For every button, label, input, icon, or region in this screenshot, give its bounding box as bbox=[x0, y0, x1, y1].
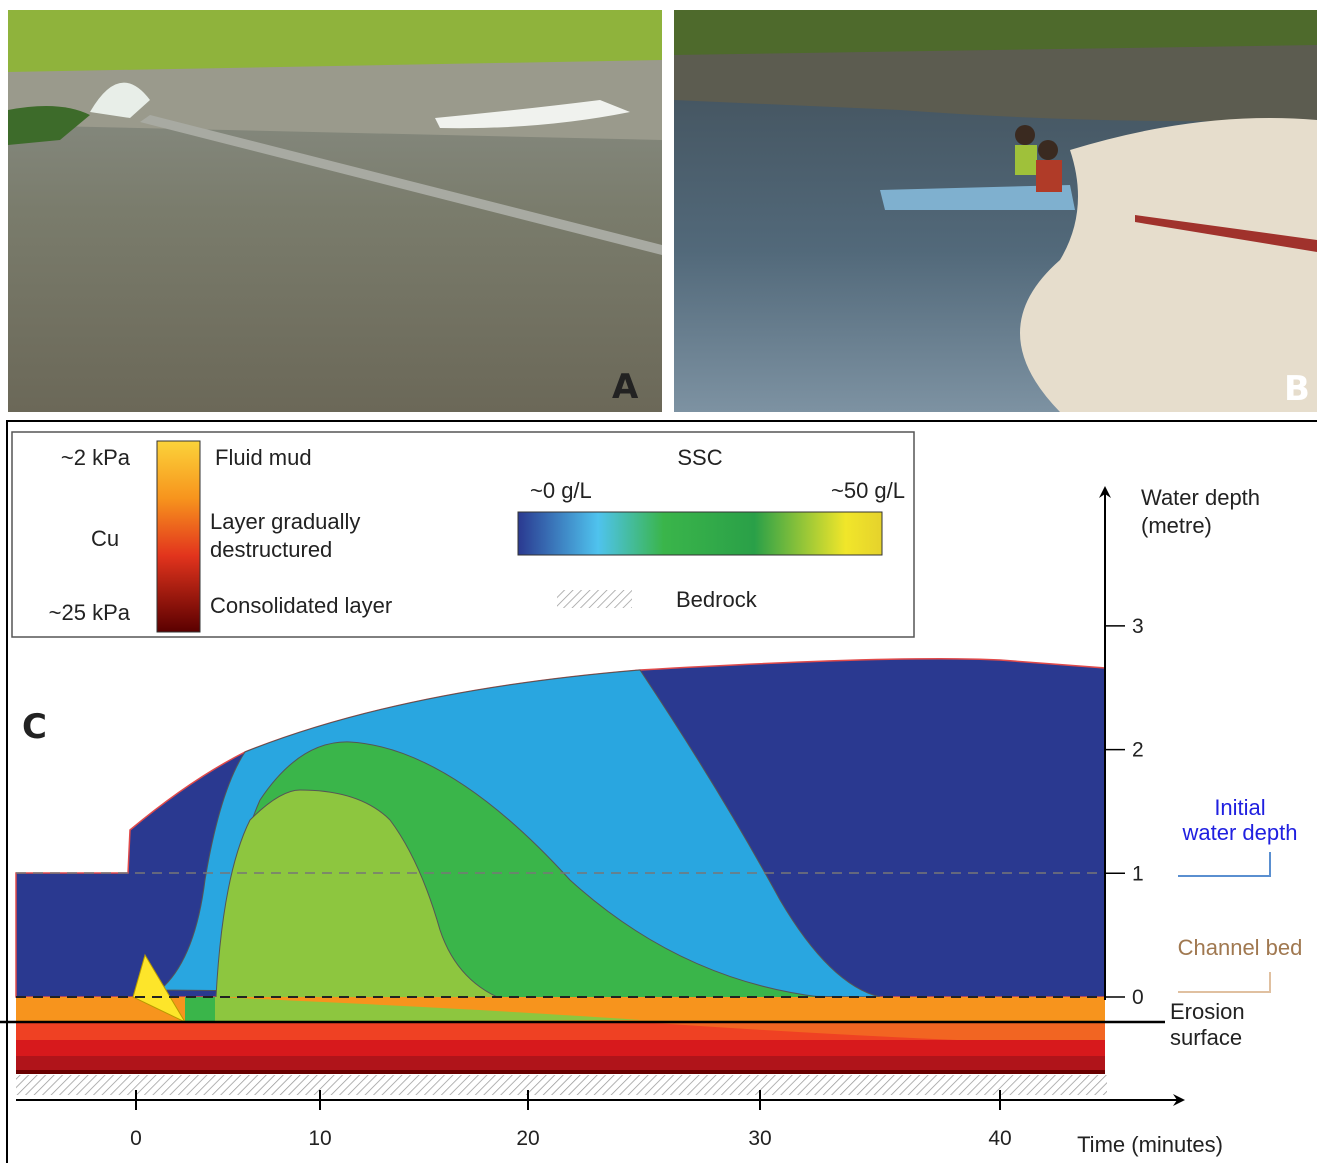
legend-label: ~2 kPa bbox=[61, 445, 131, 470]
legend-label: SSC bbox=[677, 445, 722, 470]
axis-label: Time (minutes) bbox=[1077, 1132, 1223, 1157]
x-tick-label: 0 bbox=[130, 1127, 142, 1150]
axis-label: Water depth bbox=[1141, 485, 1260, 510]
x-tick-label: 30 bbox=[748, 1127, 771, 1150]
cu-colorbar bbox=[156, 440, 201, 633]
diagram-shapes bbox=[0, 658, 1165, 1095]
annotation: Erosion bbox=[1170, 999, 1245, 1024]
panel-label: C bbox=[22, 707, 47, 747]
legend-label: Layer gradually bbox=[210, 509, 360, 534]
legend-label: Fluid mud bbox=[215, 445, 312, 470]
annotation: water depth bbox=[1182, 820, 1298, 845]
y-tick-label: 3 bbox=[1132, 615, 1144, 638]
legend-label: ~25 kPa bbox=[49, 600, 131, 625]
legend-label: Bedrock bbox=[676, 587, 758, 612]
annotation: Initial bbox=[1214, 795, 1265, 820]
ssc-colorbar bbox=[517, 511, 883, 556]
annotation: surface bbox=[1170, 1025, 1242, 1050]
x-tick-label: 20 bbox=[516, 1127, 539, 1150]
legend-label: ~0 g/L bbox=[530, 478, 592, 503]
photo-b: B bbox=[674, 10, 1317, 412]
panel-label: B bbox=[1284, 369, 1310, 409]
x-tick-label: 40 bbox=[988, 1127, 1011, 1150]
y-tick-label: 1 bbox=[1132, 862, 1144, 885]
panel-c: ~2 kPa Cu ~25 kPa Fluid mud Layer gradua… bbox=[0, 420, 1317, 1168]
annotation: Channel bed bbox=[1178, 935, 1303, 960]
legend-label: destructured bbox=[210, 537, 332, 562]
legend-label: Cu bbox=[91, 526, 119, 551]
y-tick-label: 0 bbox=[1132, 986, 1144, 1009]
bedrock-swatch bbox=[557, 590, 632, 608]
legend-label: ~50 g/L bbox=[831, 478, 905, 503]
bracket bbox=[1178, 972, 1271, 993]
x-tick-label: 10 bbox=[308, 1127, 331, 1150]
axis-label: (metre) bbox=[1141, 513, 1212, 538]
photo-a: A bbox=[8, 10, 662, 412]
legend-label: Consolidated layer bbox=[210, 593, 392, 618]
panel-label: A bbox=[612, 367, 639, 407]
y-tick-label: 2 bbox=[1132, 739, 1144, 762]
bracket bbox=[1178, 852, 1271, 877]
